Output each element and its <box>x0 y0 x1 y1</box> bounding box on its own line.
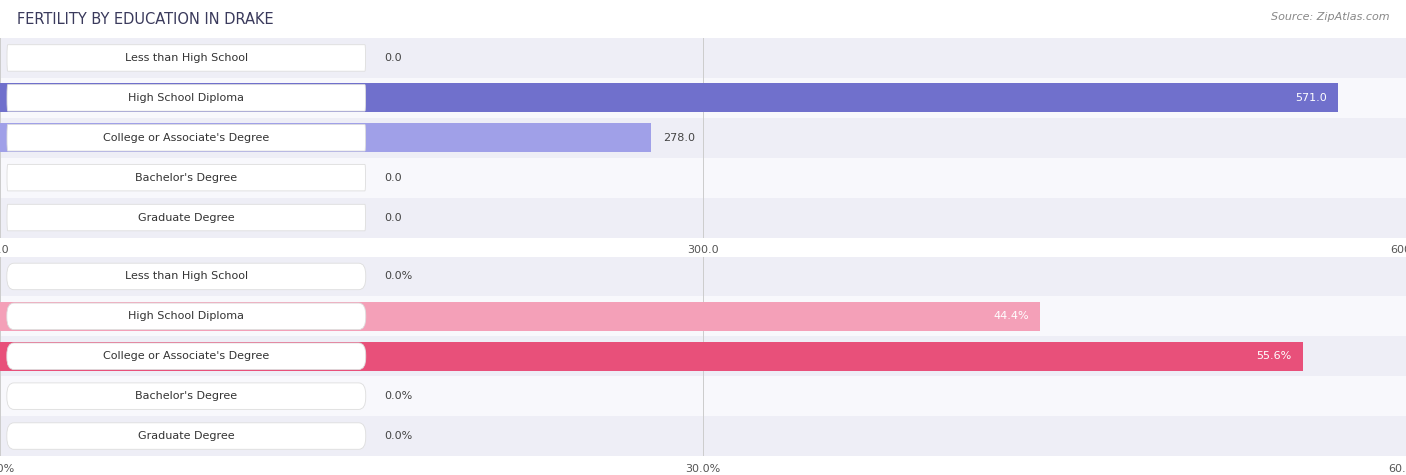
Text: 0.0: 0.0 <box>384 212 402 223</box>
Text: 44.4%: 44.4% <box>994 311 1029 322</box>
Bar <box>0 78 1406 118</box>
Text: Graduate Degree: Graduate Degree <box>138 431 235 441</box>
FancyBboxPatch shape <box>7 263 366 290</box>
FancyBboxPatch shape <box>7 45 366 71</box>
Text: 0.0%: 0.0% <box>384 391 412 401</box>
Bar <box>0 118 1406 158</box>
Bar <box>0 38 1406 78</box>
Text: College or Associate's Degree: College or Associate's Degree <box>103 133 270 143</box>
Text: 55.6%: 55.6% <box>1257 351 1292 361</box>
Text: 0.0: 0.0 <box>384 53 402 63</box>
Text: Bachelor's Degree: Bachelor's Degree <box>135 172 238 183</box>
Bar <box>0 302 1040 331</box>
Text: Less than High School: Less than High School <box>125 53 247 63</box>
Text: 0.0%: 0.0% <box>384 431 412 441</box>
FancyBboxPatch shape <box>7 204 366 231</box>
Text: FERTILITY BY EDUCATION IN DRAKE: FERTILITY BY EDUCATION IN DRAKE <box>17 12 274 27</box>
Text: 278.0: 278.0 <box>662 133 695 143</box>
FancyBboxPatch shape <box>7 383 366 409</box>
FancyBboxPatch shape <box>7 164 366 191</box>
Bar <box>0 124 651 152</box>
Bar <box>0 158 1406 198</box>
Bar <box>0 376 1406 416</box>
FancyBboxPatch shape <box>7 423 366 449</box>
Bar <box>0 198 1406 238</box>
Bar <box>0 84 1339 112</box>
Text: 0.0%: 0.0% <box>384 271 412 282</box>
Text: High School Diploma: High School Diploma <box>128 311 245 322</box>
Text: Less than High School: Less than High School <box>125 271 247 282</box>
Bar <box>0 256 1406 296</box>
Text: High School Diploma: High School Diploma <box>128 93 245 103</box>
Text: Graduate Degree: Graduate Degree <box>138 212 235 223</box>
FancyBboxPatch shape <box>7 303 366 330</box>
Bar <box>0 416 1406 456</box>
Text: 0.0: 0.0 <box>384 172 402 183</box>
FancyBboxPatch shape <box>7 85 366 111</box>
Bar <box>0 342 1303 370</box>
Bar <box>0 336 1406 376</box>
FancyBboxPatch shape <box>7 124 366 151</box>
Text: Bachelor's Degree: Bachelor's Degree <box>135 391 238 401</box>
Bar <box>0 296 1406 336</box>
Text: Source: ZipAtlas.com: Source: ZipAtlas.com <box>1271 12 1389 22</box>
FancyBboxPatch shape <box>7 343 366 370</box>
Text: College or Associate's Degree: College or Associate's Degree <box>103 351 270 361</box>
Text: 571.0: 571.0 <box>1295 93 1327 103</box>
